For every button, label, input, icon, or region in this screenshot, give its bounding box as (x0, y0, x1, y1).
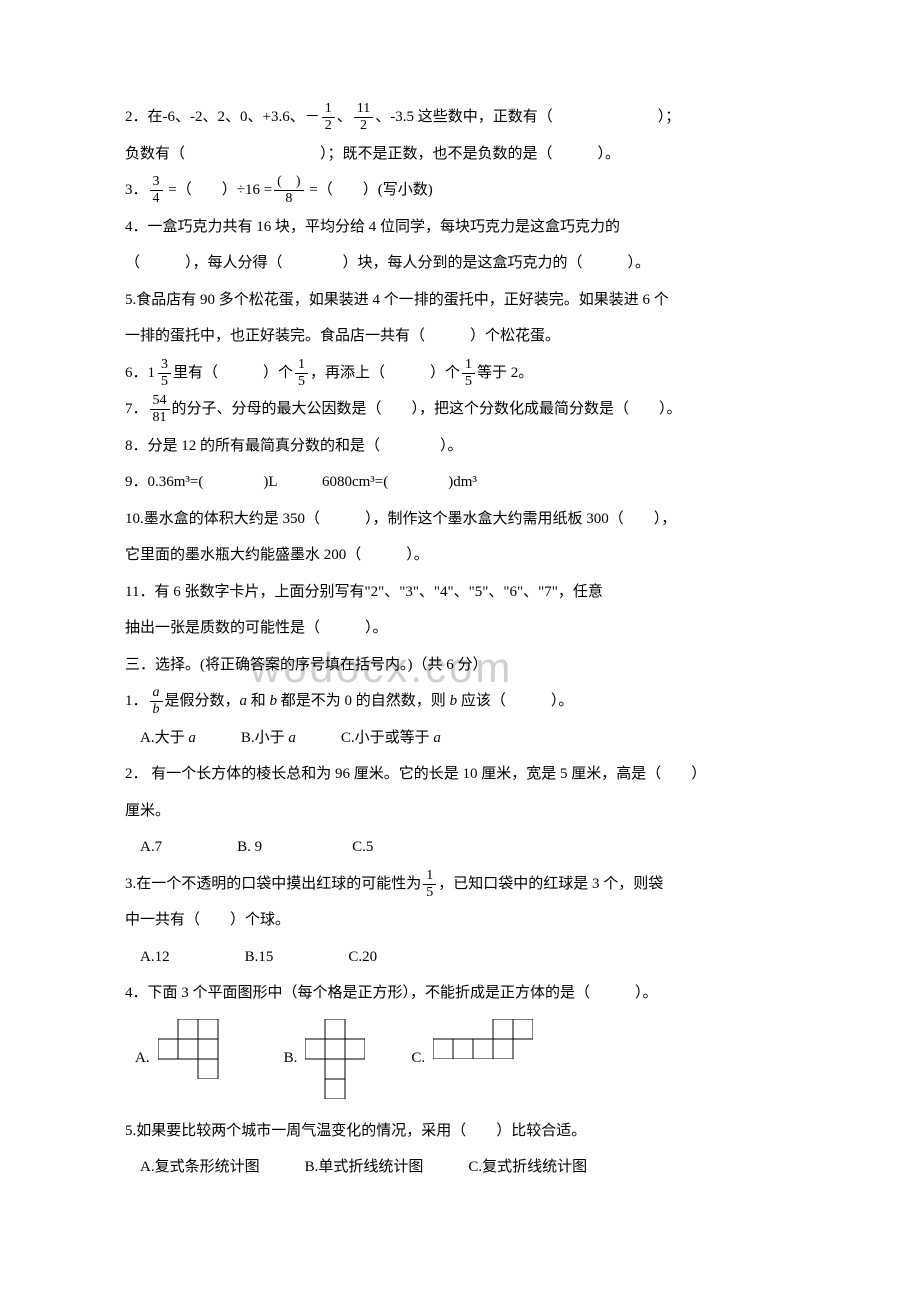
cube-net-a (158, 1019, 238, 1079)
s3q4-shapes: A. B. C. (135, 1019, 805, 1099)
q2-line1: 2．在-6、-2、2、0、+3.6、－12、112、-3.5 这些数中，正数有（… (125, 100, 805, 135)
s3q3-post: ，已知口袋中的红球是 3 个，则袋 (438, 876, 663, 892)
s3q1-t2: 和 (247, 693, 270, 709)
s3q3-line1: 3.在一个不透明的口袋中摸出红球的可能性为15，已知口袋中的红球是 3 个，则袋 (125, 867, 805, 902)
s3q1-frac: ab (150, 686, 163, 717)
s3q2-opts: A.7 B. 9 C.5 (125, 830, 805, 865)
s3q1-mid: 是假分数， (165, 693, 240, 709)
q10-line2: 它里面的墨水瓶大约能盛墨水 200（ ）。 (125, 538, 805, 573)
q6-mid2: ，再添上（ ）个 (310, 365, 460, 381)
q2-frac2: 112 (354, 102, 373, 133)
document-content: 2．在-6、-2、2、0、+3.6、－12、112、-3.5 这些数中，正数有（… (125, 100, 805, 1185)
s3q4-labelC: C. (411, 1019, 425, 1076)
s3q5-line1: 5.如果要比较两个城市一周气温变化的情况，采用（ ）比较合适。 (125, 1114, 805, 1149)
s3q1-optC-var: a (433, 730, 441, 746)
q2-line2: 负数有（ ）；既不是正数，也不是负数的是（ ）。 (125, 137, 805, 172)
q3-line: 3．34 =（ ）÷16 =( )8 =（ ）(写小数) (125, 173, 805, 208)
s3q1-t4: 都是不为 0 的自然数，则 (277, 693, 450, 709)
s3q4-labelA: A. (135, 1019, 150, 1076)
q8-line: 8．分是 12 的所有最简真分数的和是（ ）。 (125, 429, 805, 464)
q5-line1: 5.食品店有 90 多个松花蛋，如果装进 4 个一排的蛋托中，正好装完。如果装进… (125, 283, 805, 318)
q3-frac1: 34 (150, 175, 163, 206)
s3q2-line2: 厘米。 (125, 794, 805, 829)
s3q1-opts: A.大于 a B.小于 a C.小于或等于 a (125, 721, 805, 756)
s3q1-optA-var: a (188, 730, 196, 746)
q4-line1: 4．一盒巧克力共有 16 块，平均分给 4 位同学，每块巧克力是这盒巧克力的 (125, 210, 805, 245)
q2-frac1: 12 (322, 102, 335, 133)
q5-line2: 一排的蛋托中，也正好装完。食品店一共有（ ）个松花蛋。 (125, 319, 805, 354)
s3q3-line2: 中一共有（ ）个球。 (125, 903, 805, 938)
s3q1-pre: 1． (125, 693, 148, 709)
s3q5-opts: A.复式条形统计图 B.单式折线统计图 C.复式折线统计图 (125, 1150, 805, 1185)
q6-mixed: 135 (148, 356, 174, 391)
s3q1-optB-var: a (288, 730, 296, 746)
s3q4-labelB: B. (284, 1019, 298, 1076)
s3q3-pre: 3.在一个不透明的口袋中摸出红球的可能性为 (125, 876, 421, 892)
s3q3-frac: 15 (423, 869, 436, 900)
q3-mid1: =（ ）÷16 = (165, 182, 273, 198)
q3-frac2: ( )8 (274, 175, 303, 206)
s3q1-optA-pre: A.大于 (125, 730, 188, 746)
q6-pre: 6． (125, 365, 148, 381)
q7-frac: 5481 (150, 394, 170, 425)
q7-post: 的分子、分母的最大公因数是（ ），把这个分数化成最简分数是（ ）。 (172, 401, 682, 417)
q3-pre: 3． (125, 182, 148, 198)
s3q1-var-b1: b (270, 693, 278, 709)
q6-frac3: 15 (462, 358, 475, 389)
s3q2-line1: 2． 有一个长方体的棱长总和为 96 厘米。它的长是 10 厘米，宽是 5 厘米… (125, 757, 805, 792)
q4-line2: （ ），每人分得（ ）块，每人分到的是这盒巧克力的（ ）。 (125, 246, 805, 281)
q11-line2: 抽出一张是质数的可能性是（ ）。 (125, 611, 805, 646)
q3-post: =（ ）(写小数) (306, 182, 433, 198)
q6-mid1: 里有（ ）个 (173, 365, 293, 381)
cube-net-b (305, 1019, 365, 1099)
q6-line: 6．135里有（ ）个15，再添上（ ）个15等于 2。 (125, 356, 805, 391)
q9-line: 9．0.36m³=( )L 6080cm³=( )dm³ (125, 465, 805, 500)
q2-text-pre: 2．在-6、-2、2、0、+3.6、－ (125, 109, 320, 125)
q7-line: 7．5481的分子、分母的最大公因数是（ ），把这个分数化成最简分数是（ ）。 (125, 392, 805, 427)
q2-text-post: 、-3.5 这些数中，正数有（ ）； (375, 109, 680, 125)
q11-line1: 11．有 6 张数字卡片，上面分别写有"2"、"3"、"4"、"5"、"6"、"… (125, 575, 805, 610)
q2-mid1: 、 (337, 109, 352, 125)
q6-frac2: 15 (295, 358, 308, 389)
section3-title: 三．选择。(将正确答案的序号填在括号内。)（共 6 分） (125, 648, 805, 683)
s3q1-optC-pre: C.小于或等于 (296, 730, 434, 746)
s3q1-optB-pre: B.小于 (196, 730, 289, 746)
q7-pre: 7． (125, 401, 148, 417)
s3q1-var-a1: a (240, 693, 248, 709)
q10-line1: 10.墨水盒的体积大约是 350（ ），制作这个墨水盒大约需用纸板 300（ ）… (125, 502, 805, 537)
s3q1-line1: 1．ab是假分数，a 和 b 都是不为 0 的自然数，则 b 应该（ ）。 (125, 684, 805, 719)
s3q4-line1: 4．下面 3 个平面图形中（每个格是正方形），不能折成是正方体的是（ ）。 (125, 976, 805, 1011)
cube-net-c (433, 1019, 533, 1059)
s3q1-t6: 应该（ ）。 (457, 693, 573, 709)
q6-post: 等于 2。 (477, 365, 533, 381)
s3q3-opts: A.12 B.15 C.20 (125, 940, 805, 975)
s3q1-var-b2: b (450, 693, 458, 709)
